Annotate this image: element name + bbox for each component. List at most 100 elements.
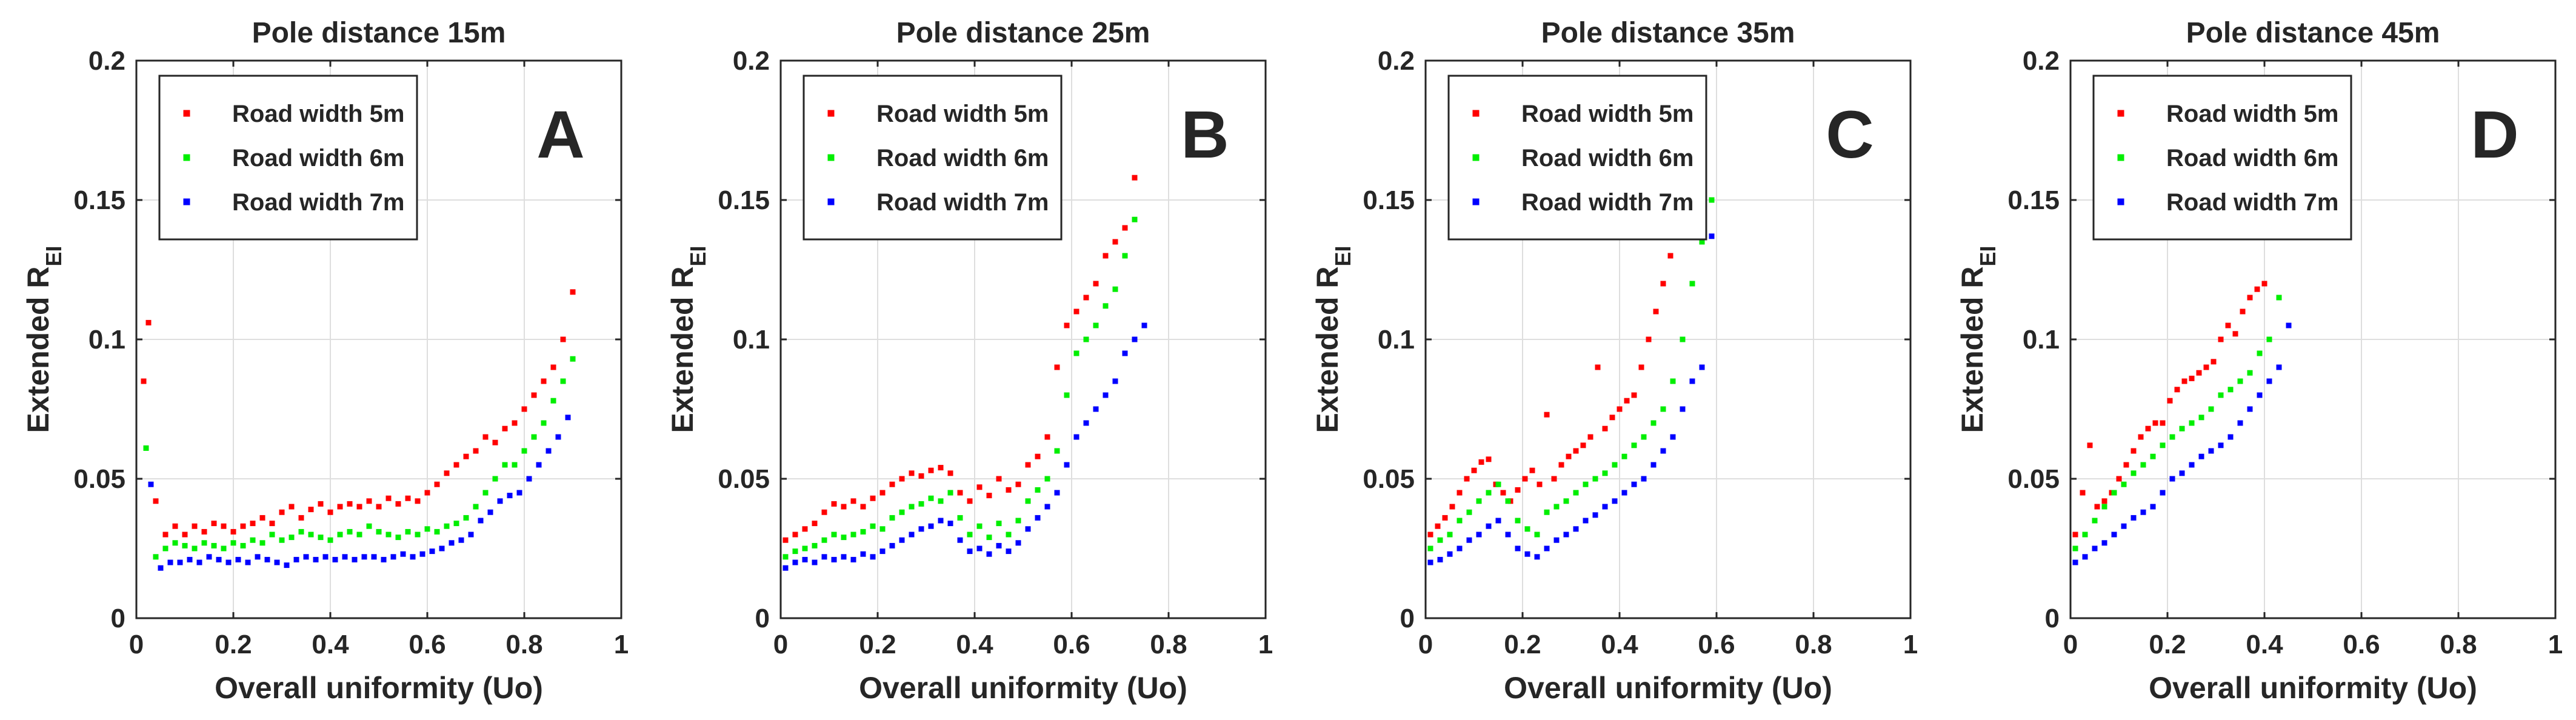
data-point xyxy=(1466,509,1472,515)
y-tick-label: 0.05 xyxy=(1363,464,1415,494)
data-point xyxy=(821,554,827,560)
data-point xyxy=(458,537,464,543)
data-point xyxy=(1112,378,1118,384)
data-point xyxy=(1689,281,1695,287)
y-tick-label: 0.1 xyxy=(1378,325,1415,355)
data-point xyxy=(967,498,973,504)
data-point xyxy=(1515,487,1521,493)
data-point xyxy=(831,556,837,562)
data-point xyxy=(2140,509,2146,515)
data-point xyxy=(1500,490,1506,496)
data-point xyxy=(1442,515,1448,521)
data-point xyxy=(792,559,798,565)
data-point xyxy=(2211,359,2217,365)
data-point xyxy=(148,481,154,487)
y-tick-label: 0.15 xyxy=(73,185,125,215)
data-point xyxy=(2174,387,2180,393)
x-tick-label: 0.6 xyxy=(2343,630,2380,659)
data-point xyxy=(279,537,285,543)
data-point xyxy=(821,537,827,543)
data-point xyxy=(1025,462,1031,468)
data-point xyxy=(928,523,934,529)
data-point xyxy=(1638,364,1644,370)
data-point xyxy=(976,523,983,529)
data-point xyxy=(1122,350,1128,356)
data-point xyxy=(512,462,518,468)
data-point xyxy=(2101,540,2107,546)
data-point xyxy=(284,562,290,568)
data-point xyxy=(1464,476,1470,482)
data-point xyxy=(1612,498,1618,504)
data-point xyxy=(1073,434,1079,440)
y-tick-label: 0.1 xyxy=(733,325,770,355)
data-point xyxy=(463,515,469,521)
y-tick-label: 0.05 xyxy=(73,464,125,494)
data-point xyxy=(2179,470,2185,476)
legend-label: Road width 5m xyxy=(1521,101,1693,127)
data-point xyxy=(1631,442,1637,448)
data-point xyxy=(274,559,280,565)
data-point xyxy=(366,523,372,529)
x-tick-label: 1 xyxy=(2548,630,2563,659)
data-point xyxy=(356,532,362,538)
data-point xyxy=(870,523,876,529)
data-point xyxy=(221,545,227,552)
data-point xyxy=(782,537,789,543)
panel-letter: B xyxy=(1181,98,1229,172)
data-point xyxy=(293,556,299,562)
legend-label: Road width 7m xyxy=(2166,189,2338,216)
data-point xyxy=(206,554,212,560)
data-point xyxy=(1478,459,1484,465)
data-point xyxy=(313,556,319,562)
data-point xyxy=(162,545,169,552)
data-point xyxy=(145,319,152,325)
data-point xyxy=(938,518,944,524)
chart-panel-b: 0 0.2 0.4 0.6 0.8 1 0 0.05 0.1 0.15 0.2 Pole distan… xyxy=(666,17,1273,705)
data-point xyxy=(1103,253,1109,259)
data-point xyxy=(1132,175,1138,181)
data-point xyxy=(2240,308,2246,315)
data-point xyxy=(2227,387,2234,393)
data-point xyxy=(918,501,924,507)
data-point xyxy=(2227,434,2234,440)
data-point xyxy=(812,542,818,548)
data-point xyxy=(947,521,953,527)
data-point xyxy=(172,523,178,529)
data-point xyxy=(2254,286,2260,292)
data-point xyxy=(298,515,304,521)
data-point xyxy=(2160,490,2166,496)
legend-box xyxy=(158,75,418,241)
data-point xyxy=(1025,526,1031,532)
data-point xyxy=(947,470,953,476)
data-point xyxy=(850,556,856,562)
x-tick-label: 0.2 xyxy=(215,630,252,659)
y-axis-label: Extended REI xyxy=(1310,245,1355,433)
data-point xyxy=(1641,476,1647,482)
data-point xyxy=(1609,415,1615,421)
data-point xyxy=(2160,420,2166,426)
data-point xyxy=(860,528,866,535)
data-point xyxy=(850,532,856,538)
data-point xyxy=(2092,545,2098,552)
data-point xyxy=(802,556,808,562)
data-point xyxy=(1544,509,1550,515)
data-point xyxy=(521,406,527,412)
data-point xyxy=(2196,370,2202,376)
data-point xyxy=(2082,554,2088,560)
data-point xyxy=(2087,442,2093,448)
data-point xyxy=(550,364,556,370)
data-point xyxy=(2169,434,2175,440)
data-point xyxy=(322,554,329,560)
data-point xyxy=(899,509,905,515)
data-point xyxy=(177,559,183,565)
legend-label: Road width 7m xyxy=(1521,189,1693,216)
data-point xyxy=(1122,225,1128,231)
data-point xyxy=(371,554,377,560)
data-point xyxy=(1015,518,1021,524)
data-point xyxy=(225,559,232,565)
data-point xyxy=(400,551,406,557)
data-point xyxy=(1054,448,1060,454)
data-point xyxy=(337,532,343,538)
data-point xyxy=(395,501,401,507)
